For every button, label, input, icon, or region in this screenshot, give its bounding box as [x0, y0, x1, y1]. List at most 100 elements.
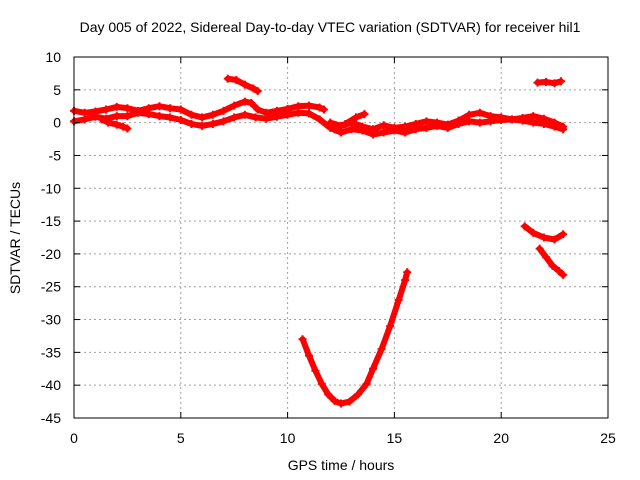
data-point	[390, 123, 399, 132]
data-point	[176, 116, 185, 125]
data-point	[155, 102, 164, 111]
data-point	[559, 122, 568, 131]
data-point	[539, 233, 548, 242]
data-point	[112, 112, 121, 121]
data-point	[443, 120, 452, 129]
data-point	[535, 244, 544, 253]
plot-frame	[73, 56, 609, 419]
data-point	[529, 228, 538, 237]
data-point	[475, 118, 484, 127]
data-point	[315, 103, 324, 112]
y-tick-labels: 10 5 0 -5 -10 -15 -20 -25 -30 -35 -40 -45	[41, 49, 61, 426]
data-point	[454, 116, 463, 125]
data-point	[403, 268, 412, 277]
data-point	[360, 110, 369, 119]
data-point	[112, 120, 121, 129]
data-point	[251, 113, 260, 122]
series-late-line	[535, 244, 568, 279]
data-point	[341, 119, 350, 128]
data-point	[262, 114, 271, 123]
data-point	[317, 379, 326, 388]
y-axis-title: SDTVAR / TECUs	[7, 182, 23, 294]
data-point	[230, 101, 239, 110]
data-point	[247, 98, 256, 107]
series-evening-arc	[223, 74, 262, 96]
data-point	[219, 117, 228, 126]
series-line	[299, 269, 411, 407]
data-point	[358, 122, 367, 131]
x-tick-labels: 0 5 10 15 20 25	[70, 430, 616, 446]
data-point	[304, 109, 313, 118]
y-tick-label: -15	[41, 213, 61, 229]
y-tick-label: 5	[53, 82, 61, 98]
data-point	[379, 121, 388, 130]
data-point	[298, 335, 307, 344]
data-point	[240, 80, 249, 89]
data-point	[542, 77, 551, 86]
data-point	[232, 75, 241, 84]
data-point	[550, 79, 559, 88]
data-point	[240, 97, 249, 106]
data-point	[198, 121, 207, 130]
data-point	[198, 113, 207, 122]
data-point	[354, 390, 363, 399]
data-point	[294, 108, 303, 117]
data-point	[330, 125, 339, 134]
data-point	[249, 84, 258, 93]
data-point	[337, 399, 345, 408]
data-point	[123, 104, 132, 113]
y-tick-label: -25	[41, 279, 61, 295]
data-point	[304, 101, 313, 110]
data-point	[559, 270, 568, 279]
data-point	[394, 295, 403, 304]
data-series	[70, 74, 568, 408]
data-point	[550, 235, 559, 244]
y-tick-label: 0	[53, 115, 61, 131]
y-tick-label: 10	[45, 49, 61, 65]
data-point	[518, 114, 527, 123]
data-point	[379, 128, 388, 137]
y-tick-label: -45	[41, 410, 61, 426]
series-line	[331, 111, 368, 133]
x-tick-label: 20	[493, 430, 509, 446]
series-dip-segment	[330, 110, 369, 134]
data-point	[554, 266, 563, 275]
data-point	[386, 322, 395, 331]
y-tick-label: -20	[41, 246, 61, 262]
x-tick-label: 0	[70, 430, 78, 446]
data-point	[465, 110, 474, 119]
series-main-band-upper	[70, 97, 328, 122]
data-point	[548, 261, 557, 270]
data-point	[123, 124, 132, 133]
y-tick-label: -35	[41, 344, 61, 360]
data-point	[411, 119, 420, 128]
data-point	[507, 115, 516, 124]
data-point	[559, 230, 568, 239]
data-point	[283, 110, 292, 119]
grid-lines	[74, 57, 608, 418]
data-point	[377, 345, 386, 354]
data-point	[166, 104, 175, 113]
x-axis-title: GPS time / hours	[288, 457, 395, 473]
data-point	[187, 110, 196, 119]
data-point	[422, 117, 431, 126]
data-point	[557, 77, 566, 86]
data-point	[345, 397, 354, 406]
data-point	[97, 115, 106, 124]
data-point	[208, 110, 217, 119]
data-point	[529, 112, 538, 121]
data-point	[550, 118, 559, 127]
series-big-dip	[298, 268, 412, 408]
data-point	[272, 112, 281, 121]
data-point	[542, 253, 551, 262]
data-point	[475, 108, 484, 117]
x-tick-label: 10	[280, 430, 296, 446]
data-point	[497, 113, 506, 122]
data-point	[223, 74, 232, 83]
data-point	[315, 115, 324, 124]
data-point	[187, 119, 196, 128]
data-point	[351, 113, 360, 122]
x-tick-label: 15	[387, 430, 403, 446]
data-point	[324, 390, 333, 399]
data-point	[520, 222, 529, 231]
